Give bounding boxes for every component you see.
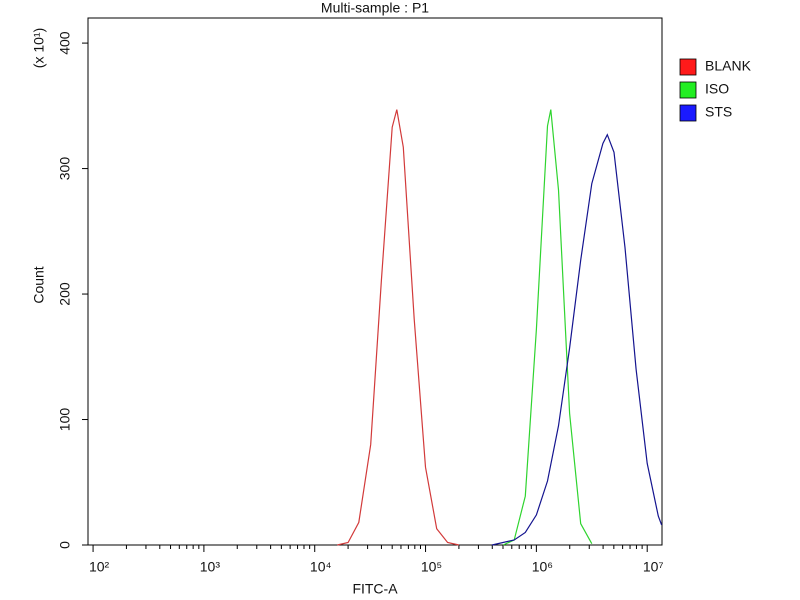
plot-frame — [87, 17, 663, 546]
y-tick-label: 400 — [57, 31, 73, 55]
x-tick-label: 10² — [89, 559, 110, 575]
x-axis-label: FITC-A — [352, 581, 398, 597]
legend-label: BLANK — [705, 58, 752, 74]
legend-label: STS — [705, 104, 732, 120]
series-line — [491, 133, 663, 546]
y-tick-label: 0 — [57, 541, 73, 549]
y-tick-label: 200 — [57, 282, 73, 306]
x-tick-label: 10⁴ — [310, 559, 332, 575]
chart-title: Multi-sample : P1 — [321, 0, 429, 16]
legend-label: ISO — [705, 81, 729, 97]
x-tick-label: 10³ — [200, 559, 221, 575]
legend-swatch — [679, 81, 697, 99]
y-multiplier: (x 10¹) — [31, 28, 47, 68]
legend-swatch — [679, 104, 697, 122]
x-tick-label: 10⁷ — [643, 559, 664, 575]
y-axis-label: Count — [31, 266, 47, 303]
series-line — [337, 109, 460, 546]
x-tick-label: 10⁵ — [421, 559, 442, 575]
y-tick-label: 100 — [57, 408, 73, 432]
legend-swatch — [679, 58, 697, 76]
x-tick-label: 10⁶ — [532, 559, 553, 575]
series-line — [502, 109, 593, 546]
y-tick-label: 300 — [57, 157, 73, 181]
